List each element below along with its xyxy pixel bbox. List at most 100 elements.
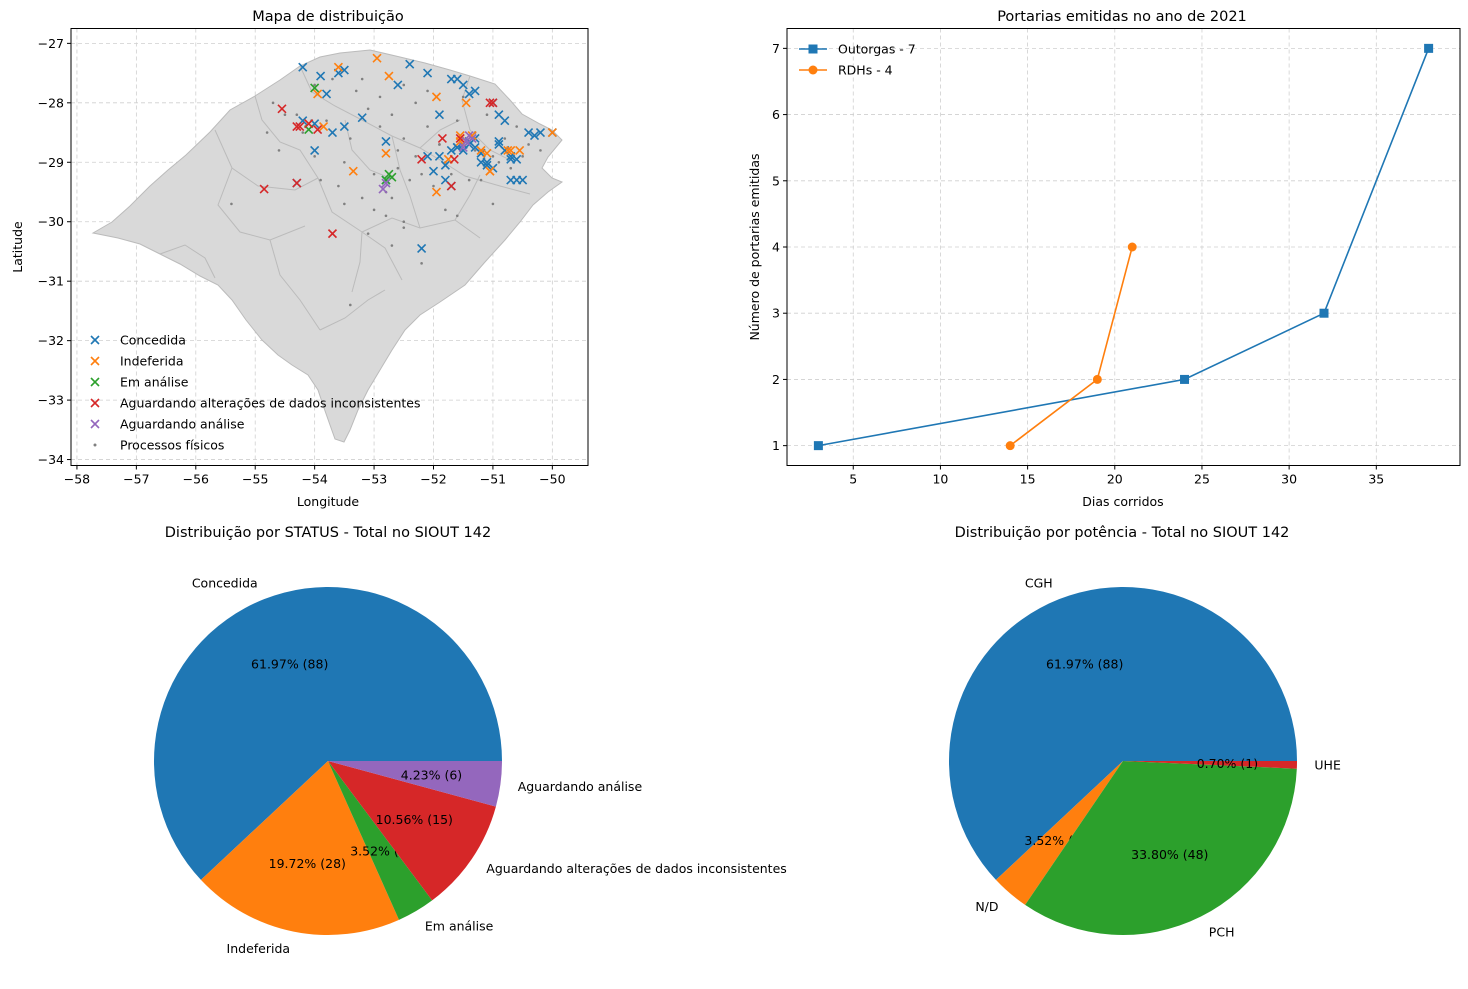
legend-marker xyxy=(90,377,100,387)
processo-fisico-point xyxy=(461,95,465,99)
point-aguardando-an-lise xyxy=(461,136,471,147)
map-points xyxy=(230,53,557,307)
processo-fisico-point xyxy=(414,155,417,158)
processo-fisico-point xyxy=(420,262,423,265)
processo-fisico-point xyxy=(450,172,453,176)
map-ytick-label: −28 xyxy=(38,95,64,110)
map-ytick-label: −30 xyxy=(38,214,64,229)
legend-marker xyxy=(90,335,100,345)
legend-label: Indeferida xyxy=(120,354,184,369)
point-concedida-stroke-b xyxy=(476,157,486,167)
point-concedida xyxy=(405,59,415,69)
pie-outer-label: Aguardando análise xyxy=(518,779,643,794)
line-xtick-label: 25 xyxy=(1194,472,1210,487)
point-concedida xyxy=(464,89,474,99)
point-concedida xyxy=(440,160,450,170)
processo-fisico-point xyxy=(402,220,406,224)
processo-fisico-point xyxy=(366,232,370,235)
point-concedida xyxy=(458,80,468,90)
point-em-an-lise-stroke-b xyxy=(381,175,391,185)
pie-slice-uhe xyxy=(1123,761,1297,769)
point-concedida xyxy=(500,116,510,126)
pie-outer-label: Indeferida xyxy=(227,941,291,956)
map-xtick-label: −55 xyxy=(242,472,268,487)
point-aguardando-an-lise xyxy=(458,142,468,152)
point-concedida-stroke-b xyxy=(357,113,367,123)
point-concedida xyxy=(512,175,522,185)
processo-fisico-point xyxy=(378,125,382,128)
point-concedida xyxy=(446,145,456,155)
processo-fisico-point xyxy=(473,149,477,152)
point-aguardando-altera-es-de-dados-inconsistentes-stroke-b xyxy=(485,98,495,108)
processo-fisico-point xyxy=(497,160,501,164)
point-indeferida xyxy=(372,53,382,63)
status-pie-panel: Distribuição por STATUS - Total no SIOUT… xyxy=(154,525,787,956)
processo-fisico-point xyxy=(479,178,483,182)
point-indeferida xyxy=(515,145,525,155)
rdhs-point xyxy=(1092,374,1102,384)
processo-fisico-point xyxy=(366,107,370,111)
point-concedida-stroke-b xyxy=(494,110,504,120)
map-legend: Concedida Indeferida Em análise Aguardando … xyxy=(90,333,421,453)
point-concedida xyxy=(506,154,516,164)
point-concedida-stroke-b xyxy=(500,116,510,126)
point-aguardando-altera-es-de-dados-inconsistentes xyxy=(449,154,459,164)
legend-label: RDHs - 4 xyxy=(838,63,893,78)
processo-fisico-point xyxy=(390,196,394,200)
line-xtick-label: 10 xyxy=(932,472,948,487)
line-series xyxy=(813,43,1434,451)
point-concedida-stroke-b xyxy=(512,175,522,185)
point-concedida-stroke-b xyxy=(428,166,439,176)
point-concedida-stroke-b xyxy=(434,151,445,161)
map-xtick-label: −50 xyxy=(539,472,565,487)
state-map-shape xyxy=(91,49,564,443)
line-ytick-label: 2 xyxy=(772,372,780,387)
point-aguardando-altera-es-de-dados-inconsistentes-stroke-b xyxy=(449,154,459,164)
rdhs-point xyxy=(1127,242,1137,252)
pie-outer-label: N/D xyxy=(975,899,998,914)
point-concedida-stroke-b xyxy=(339,122,349,132)
point-concedida xyxy=(434,110,445,120)
processo-fisico-point xyxy=(354,89,358,93)
point-concedida xyxy=(422,151,433,161)
processo-fisico-point xyxy=(467,178,471,182)
point-aguardando-an-lise-stroke-b xyxy=(458,142,468,152)
legend-marker-stroke-b xyxy=(90,419,100,429)
outorgas-point xyxy=(813,441,823,451)
processo-fisico-point xyxy=(313,83,316,87)
point-concedida-stroke-b xyxy=(422,151,433,161)
point-indeferida-stroke-b xyxy=(476,145,486,155)
legend-marker-stroke-b xyxy=(90,356,100,366)
processo-fisico-point xyxy=(396,166,400,170)
point-indeferida-stroke-b xyxy=(384,71,394,81)
point-indeferida xyxy=(348,166,358,176)
point-indeferida-stroke-b xyxy=(372,53,382,63)
legend-marker-processos xyxy=(93,443,97,447)
processo-fisico-point xyxy=(343,202,346,206)
processo-fisico-point xyxy=(455,119,459,122)
processo-fisico-point xyxy=(402,137,406,140)
map-ytick-label: −27 xyxy=(38,36,64,51)
point-aguardando-altera-es-de-dados-inconsistentes xyxy=(455,133,465,144)
point-concedida xyxy=(422,68,433,78)
outorgas-point xyxy=(1424,43,1434,53)
point-aguardando-altera-es-de-dados-inconsistentes-stroke-b xyxy=(304,119,314,129)
point-em-an-lise xyxy=(310,83,320,93)
processo-fisico-point xyxy=(313,155,316,158)
processo-fisico-point xyxy=(343,160,346,164)
point-indeferida xyxy=(506,145,516,155)
point-aguardando-altera-es-de-dados-inconsistentes-stroke-b xyxy=(292,122,302,132)
legend-label: Outorgas - 7 xyxy=(838,42,916,57)
point-indeferida-stroke-b xyxy=(431,187,442,197)
point-aguardando-altera-es-de-dados-inconsistentes xyxy=(437,133,447,144)
outorgas-point xyxy=(1319,308,1329,318)
point-concedida xyxy=(316,71,326,81)
point-indeferida-stroke-b xyxy=(381,148,391,158)
legend-marker-stroke-b xyxy=(90,335,100,345)
processo-fisico-point xyxy=(432,184,435,188)
line-xtick-label: 35 xyxy=(1368,472,1384,487)
map-ticks: −58 −57 −56 −55 −54 −53 −52 −51 −50 −34 −33 −32 −31 −… xyxy=(38,36,566,487)
map-xlabel: Longitude xyxy=(297,494,359,509)
processo-fisico-point xyxy=(277,149,281,152)
series-line-1 xyxy=(1009,246,1133,447)
